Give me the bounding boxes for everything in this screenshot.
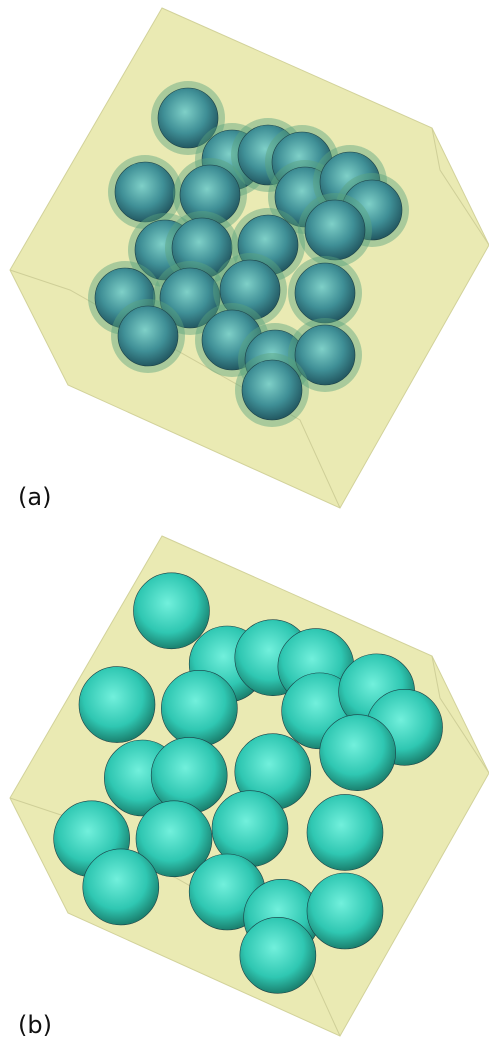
panel-a bbox=[10, 8, 489, 508]
sphere bbox=[151, 737, 227, 813]
sphere bbox=[83, 849, 159, 925]
sphere bbox=[115, 162, 175, 222]
sphere bbox=[118, 306, 178, 366]
sphere bbox=[79, 667, 155, 743]
sphere bbox=[240, 917, 316, 993]
sphere bbox=[320, 715, 396, 791]
sphere bbox=[242, 360, 302, 420]
sphere bbox=[307, 794, 383, 870]
panel-label: (a) bbox=[18, 483, 51, 511]
panel-label: (b) bbox=[18, 1011, 52, 1039]
panel-b bbox=[10, 536, 489, 1036]
sphere bbox=[161, 670, 237, 746]
sphere bbox=[307, 873, 383, 949]
figure: (a) (b) bbox=[0, 0, 489, 1041]
sphere bbox=[305, 200, 365, 260]
sphere bbox=[295, 263, 355, 323]
sphere bbox=[133, 573, 209, 649]
